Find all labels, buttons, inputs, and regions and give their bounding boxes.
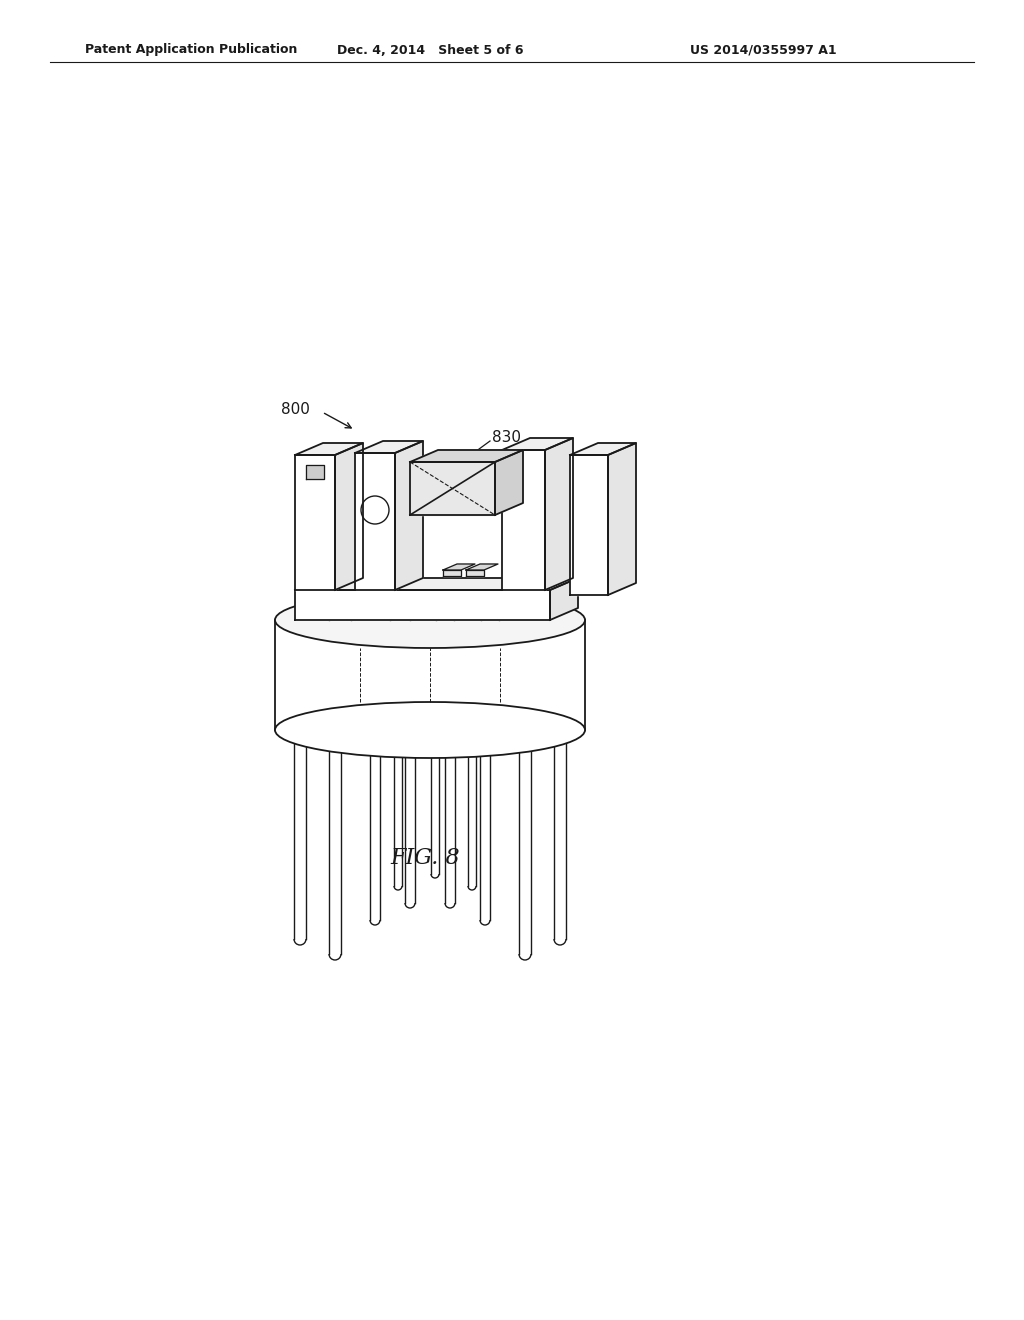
Polygon shape <box>294 730 306 939</box>
Polygon shape <box>295 590 550 620</box>
Polygon shape <box>466 570 484 576</box>
Polygon shape <box>608 444 636 595</box>
Polygon shape <box>468 730 476 886</box>
Ellipse shape <box>329 595 351 601</box>
Polygon shape <box>480 730 490 920</box>
Polygon shape <box>275 620 585 730</box>
Ellipse shape <box>390 598 410 602</box>
Polygon shape <box>295 444 362 455</box>
Polygon shape <box>445 730 455 903</box>
Text: 830: 830 <box>492 430 521 446</box>
Polygon shape <box>502 438 573 450</box>
Polygon shape <box>329 598 351 620</box>
Polygon shape <box>495 450 523 515</box>
Ellipse shape <box>275 702 585 758</box>
Text: 810: 810 <box>558 466 587 480</box>
Polygon shape <box>355 441 423 453</box>
Polygon shape <box>335 444 362 590</box>
Polygon shape <box>436 602 454 620</box>
Polygon shape <box>395 441 423 590</box>
Polygon shape <box>410 462 495 515</box>
Text: Dec. 4, 2014   Sheet 5 of 6: Dec. 4, 2014 Sheet 5 of 6 <box>337 44 523 57</box>
Polygon shape <box>545 438 573 590</box>
Ellipse shape <box>275 591 585 648</box>
Polygon shape <box>570 455 608 595</box>
Text: FIG. 8: FIG. 8 <box>390 847 460 869</box>
Ellipse shape <box>481 602 499 606</box>
Polygon shape <box>481 605 499 620</box>
Text: US 2014/0355997 A1: US 2014/0355997 A1 <box>690 44 837 57</box>
Polygon shape <box>410 450 523 462</box>
Polygon shape <box>329 730 341 954</box>
Polygon shape <box>519 730 531 954</box>
Polygon shape <box>570 444 636 455</box>
Polygon shape <box>390 601 410 620</box>
Text: Patent Application Publication: Patent Application Publication <box>85 44 297 57</box>
Polygon shape <box>550 578 578 620</box>
Polygon shape <box>306 465 324 479</box>
Polygon shape <box>370 730 380 920</box>
Polygon shape <box>554 730 566 939</box>
Polygon shape <box>295 455 335 590</box>
Polygon shape <box>443 564 475 570</box>
Polygon shape <box>355 453 395 590</box>
Text: 800: 800 <box>282 403 310 417</box>
Polygon shape <box>406 730 415 903</box>
Polygon shape <box>502 450 545 590</box>
Polygon shape <box>466 564 498 570</box>
Polygon shape <box>394 730 402 886</box>
Polygon shape <box>295 578 578 590</box>
Polygon shape <box>431 730 439 874</box>
Ellipse shape <box>436 599 454 605</box>
Polygon shape <box>443 570 461 576</box>
